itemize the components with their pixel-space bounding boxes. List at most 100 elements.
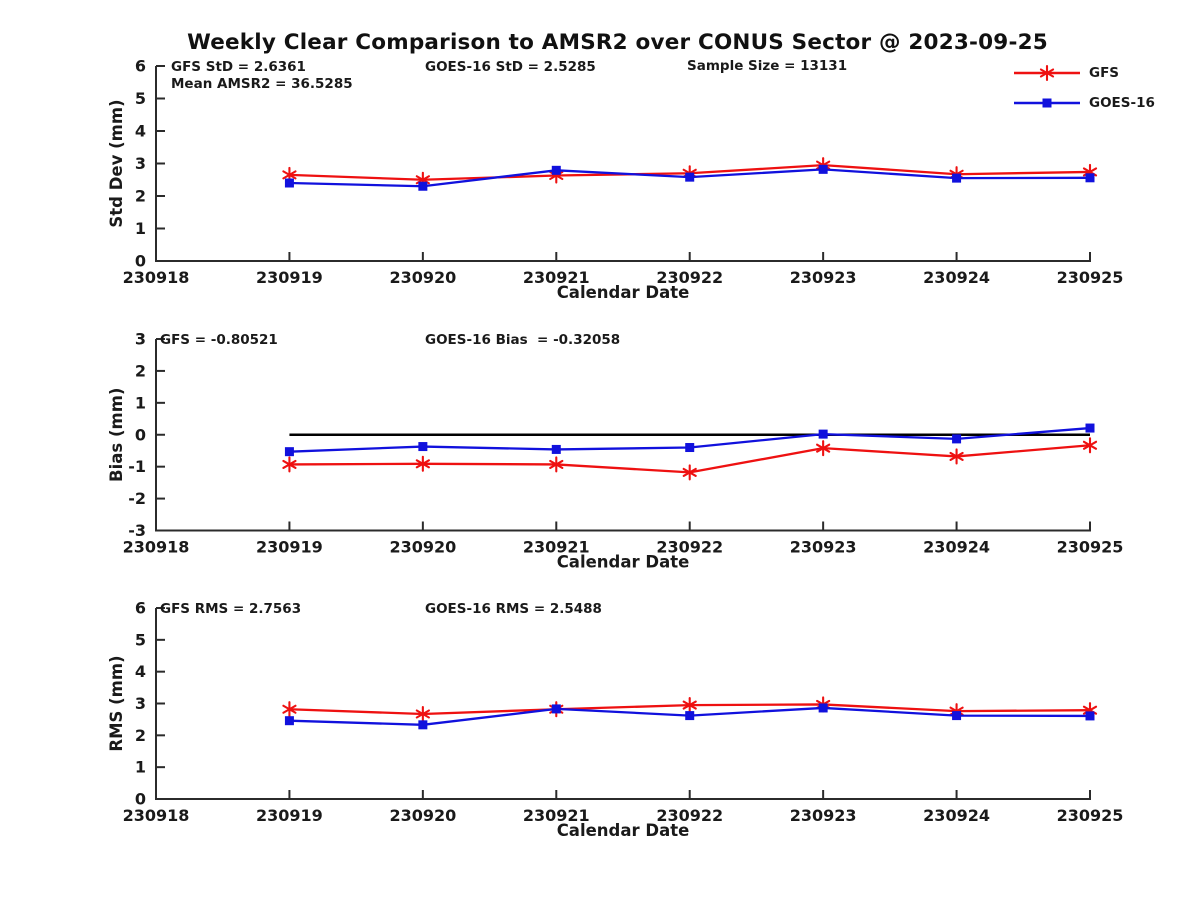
x-tick-label: 230919 (256, 268, 323, 287)
page-title: Weekly Clear Comparison to AMSR2 over CO… (187, 30, 1048, 55)
y-axis-label: RMS (mm) (107, 655, 126, 751)
y-tick-label: 0 (135, 425, 146, 444)
stat-annotation: GOES-16 RMS = 2.5488 (425, 601, 602, 617)
x-tick-label: 230924 (923, 806, 990, 825)
y-axis-label: Std Dev (mm) (107, 99, 126, 227)
goes-16-marker-square (1085, 423, 1095, 433)
gfs-marker-asterisk (816, 440, 831, 457)
x-tick-label: 230919 (256, 538, 323, 557)
goes-16-marker-square (418, 720, 428, 730)
stat-annotation: GFS StD = 2.6361 (171, 59, 306, 75)
x-tick-label: 230922 (656, 806, 723, 825)
x-tick-label: 230922 (656, 268, 723, 287)
x-tick-label: 230919 (256, 806, 323, 825)
stat-annotation: GOES-16 Bias = -0.32058 (425, 332, 620, 348)
x-tick-label: 230923 (790, 268, 857, 287)
x-tick-label: 230918 (123, 268, 190, 287)
goes-16-marker-square (418, 442, 428, 452)
x-tick-label: 230925 (1057, 268, 1124, 287)
goes-16-marker-square (551, 704, 561, 714)
x-axis-label: Calendar Date (557, 821, 690, 840)
y-tick-label: 3 (135, 154, 146, 173)
legend-marker-asterisk-icon (1014, 64, 1080, 82)
legend-label: GOES-16 (1089, 95, 1155, 111)
goes-16-marker-square (818, 164, 828, 174)
y-tick-label: 1 (135, 758, 146, 777)
y-tick-label: -3 (128, 521, 146, 540)
y-tick-label: 4 (135, 662, 146, 681)
gfs-marker-asterisk (549, 456, 564, 473)
goes-16-marker-square (1085, 711, 1095, 721)
y-tick-label: 3 (135, 330, 146, 349)
gfs-marker-asterisk (282, 701, 297, 718)
x-axis-label: Calendar Date (557, 553, 690, 572)
goes-16-marker-square (952, 173, 962, 183)
stat-annotation: Sample Size = 13131 (687, 58, 847, 74)
y-tick-label: 6 (135, 57, 146, 76)
goes-16-marker-square (685, 172, 695, 182)
x-tick-label: 230920 (389, 806, 456, 825)
subplot-std-dev-mm: 0 1 2 3 4 5 6 230918 230919 230920 230921 230922 230… (107, 57, 1123, 303)
gfs-marker-asterisk (1082, 437, 1098, 454)
goes-16-marker-square (818, 703, 828, 713)
stat-annotation: GFS = -0.80521 (160, 332, 278, 348)
y-tick-label: 3 (135, 694, 146, 713)
gfs-marker-asterisk (415, 705, 430, 723)
x-tick-label: 230923 (790, 806, 857, 825)
goes-16-marker-square (952, 434, 962, 444)
y-axis-label: Bias (mm) (107, 388, 126, 482)
goes-16-marker-square (952, 711, 962, 721)
goes-16-marker-square (551, 444, 561, 454)
x-axis-label: Calendar Date (557, 283, 690, 302)
x-tick-label: 230922 (656, 538, 723, 557)
goes-16-marker-square (551, 165, 561, 175)
legend-item-gfs: GFS (1012, 63, 1119, 83)
subplot-bias-mm: -3 -2 -1 0 1 2 3 230918 230919 230920 230921 230922… (107, 330, 1123, 572)
legend-marker-square-icon (1014, 98, 1080, 108)
legend-label: GFS (1089, 65, 1120, 81)
goes-16-marker-square (284, 716, 294, 726)
goes-16-marker-square (685, 443, 695, 453)
goes-16-marker-square (284, 178, 294, 188)
y-tick-label: -1 (128, 457, 146, 476)
goes-16-marker-square (685, 711, 695, 721)
y-tick-label: -2 (128, 489, 146, 508)
y-tick-label: 2 (135, 187, 146, 206)
y-tick-label: 5 (135, 89, 146, 108)
stat-annotation: Mean AMSR2 = 36.5285 (171, 76, 353, 92)
x-tick-label: 230925 (1057, 806, 1124, 825)
gfs-marker-asterisk (949, 448, 964, 465)
x-tick-label: 230924 (923, 268, 990, 287)
subplot-rms-mm: 0 1 2 3 4 5 6 230918 230919 230920 230921 230922 230… (107, 599, 1123, 841)
x-tick-label: 230918 (123, 806, 190, 825)
legend-item-goes-16: GOES-16 (1012, 93, 1155, 113)
y-tick-label: 0 (135, 790, 146, 809)
y-tick-label: 1 (135, 219, 146, 238)
goes-16-marker-square (284, 447, 294, 457)
x-tick-label: 230925 (1057, 538, 1124, 557)
x-tick-label: 230921 (523, 806, 590, 825)
gfs-marker-asterisk (415, 455, 430, 472)
gfs-marker-asterisk (682, 464, 697, 481)
y-tick-label: 1 (135, 393, 146, 412)
x-tick-label: 230924 (923, 538, 990, 557)
stat-annotation: GOES-16 StD = 2.5285 (425, 59, 596, 75)
y-tick-label: 0 (135, 252, 146, 271)
goes-16-marker-square (818, 429, 828, 439)
gfs-marker-asterisk (282, 456, 297, 473)
x-tick-label: 230921 (523, 538, 590, 557)
x-tick-label: 230920 (389, 268, 456, 287)
y-tick-label: 5 (135, 630, 146, 649)
y-tick-label: 2 (135, 361, 146, 380)
x-tick-label: 230921 (523, 268, 590, 287)
gfs-marker-asterisk (682, 697, 697, 714)
x-tick-label: 230923 (790, 538, 857, 557)
y-tick-label: 2 (135, 726, 146, 745)
x-tick-label: 230920 (389, 538, 456, 557)
goes-16-marker-square (1085, 173, 1095, 183)
y-tick-label: 4 (135, 122, 146, 141)
goes-16-marker-square (418, 181, 428, 191)
stat-annotation: GFS RMS = 2.7563 (160, 601, 301, 617)
